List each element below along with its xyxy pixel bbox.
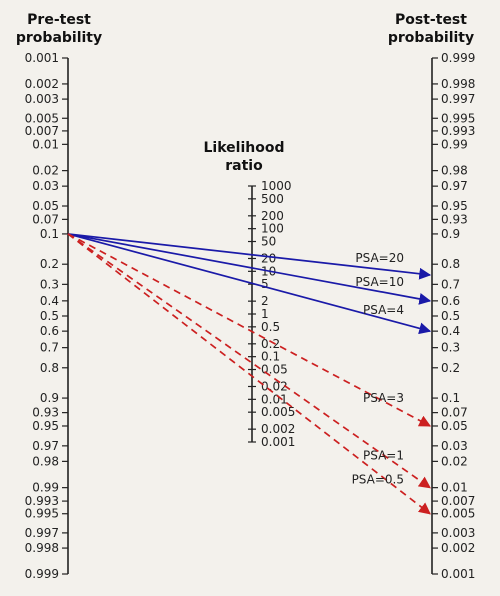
pretest-tick-label: 0.98: [32, 454, 59, 468]
pretest-tick-label: 0.993: [25, 494, 59, 508]
posttest-tick-label: 0.995: [441, 111, 475, 125]
lr-tick-label: 2: [261, 294, 269, 308]
posttest-tick-label: 0.05: [441, 419, 468, 433]
pretest-tick-label: 0.5: [40, 309, 59, 323]
pretest-tick-label: 0.995: [25, 507, 59, 521]
posttest-tick-label: 0.997: [441, 92, 475, 106]
psa-line-label: PSA=1: [363, 448, 404, 462]
lr-tick-label: 0.2: [261, 337, 280, 351]
pretest-tick-label: 0.4: [40, 294, 59, 308]
posttest-tick-label: 0.98: [441, 164, 468, 178]
pretest-tick-label: 0.3: [40, 277, 59, 291]
lr-tick-label: 5: [261, 277, 269, 291]
lr-tick-label: 500: [261, 192, 284, 206]
psa-line: [67, 233, 432, 427]
psa-line: [67, 233, 431, 489]
lr-tick-label: 200: [261, 209, 284, 223]
posttest-tick-label: 0.8: [441, 257, 460, 271]
pretest-tick-label: 0.001: [25, 51, 59, 65]
posttest-tick-label: 0.3: [441, 341, 460, 355]
posttest-tick-label: 0.993: [441, 124, 475, 138]
pretest-tick-label: 0.03: [32, 179, 59, 193]
pretest-tick-label: 0.02: [32, 164, 59, 178]
posttest-tick-label: 0.97: [441, 179, 468, 193]
psa-line: [67, 233, 432, 280]
pretest-tick-label: 0.99: [32, 481, 59, 495]
lr-tick-label: 0.001: [261, 435, 295, 449]
lr-tick-label: 1000: [261, 179, 292, 193]
lr-tick-label: 0.002: [261, 422, 295, 436]
pretest-tick-label: 0.8: [40, 361, 59, 375]
posttest-tick-label: 0.03: [441, 439, 468, 453]
pretest-tick-label: 0.1: [40, 227, 59, 241]
posttest-title-line1: Post-test: [395, 12, 467, 28]
posttest-tick-label: 0.95: [441, 199, 468, 213]
posttest-tick-label: 0.002: [441, 541, 475, 555]
lr-tick-label: 0.005: [261, 405, 295, 419]
pretest-tick-label: 0.95: [32, 419, 59, 433]
lr-tick-label: 100: [261, 222, 284, 236]
posttest-tick-label: 0.93: [441, 212, 468, 226]
posttest-tick-label: 0.2: [441, 361, 460, 375]
posttest-tick-label: 0.999: [441, 51, 475, 65]
posttest-tick-label: 0.005: [441, 507, 475, 521]
pretest-tick-label: 0.997: [25, 526, 59, 540]
nomogram-axes: 0.0010.0020.0030.0050.0070.010.020.030.0…: [25, 51, 476, 581]
pretest-tick-label: 0.9: [40, 391, 59, 405]
pretest-tick-label: 0.7: [40, 341, 59, 355]
pretest-tick-label: 0.005: [25, 111, 59, 125]
posttest-tick-label: 0.7: [441, 277, 460, 291]
pretest-tick-label: 0.007: [25, 124, 59, 138]
lr-tick-label: 1: [261, 307, 269, 321]
lr-title-line2: ratio: [225, 158, 263, 174]
posttest-tick-label: 0.007: [441, 494, 475, 508]
pretest-tick-label: 0.97: [32, 439, 59, 453]
psa-lines: PSA=20 PSA=10 PSA=4 PSA=3 PSA=1 PSA=0.5: [67, 233, 432, 515]
psa-line: [67, 233, 432, 305]
pretest-tick-label: 0.999: [25, 567, 59, 581]
posttest-tick-label: 0.001: [441, 567, 475, 581]
posttest-tick-label: 0.998: [441, 77, 475, 91]
posttest-tick-label: 0.99: [441, 137, 468, 151]
posttest-tick-label: 0.4: [441, 324, 460, 338]
pretest-tick-label: 0.998: [25, 541, 59, 555]
posttest-tick-label: 0.6: [441, 294, 460, 308]
lr-tick-label: 50: [261, 235, 276, 249]
pretest-tick-label: 0.93: [32, 406, 59, 420]
lr-tick-label: 0.1: [261, 350, 280, 364]
lr-tick-label: 0.5: [261, 320, 280, 334]
posttest-tick-label: 0.1: [441, 391, 460, 405]
pretest-title-line2: probability: [16, 30, 102, 46]
psa-line-label: PSA=20: [355, 251, 404, 265]
pretest-tick-label: 0.01: [32, 137, 59, 151]
psa-line-label: PSA=10: [355, 275, 404, 289]
pretest-tick-label: 0.002: [25, 77, 59, 91]
lr-tick-label: 20: [261, 251, 276, 265]
posttest-title-line2: probability: [388, 30, 474, 46]
lr-title-line1: Likelihood: [204, 140, 285, 156]
psa-line-label: PSA=0.5: [352, 473, 404, 487]
pretest-tick-label: 0.003: [25, 92, 59, 106]
pretest-tick-label: 0.05: [32, 199, 59, 213]
pretest-tick-label: 0.6: [40, 324, 59, 338]
posttest-tick-label: 0.5: [441, 309, 460, 323]
psa-line-label: PSA=4: [363, 303, 404, 317]
psa-line-label: PSA=3: [363, 391, 404, 405]
pretest-title-line1: Pre-test: [27, 12, 91, 28]
psa-line: [67, 233, 432, 335]
posttest-tick-label: 0.9: [441, 227, 460, 241]
pretest-tick-label: 0.07: [32, 212, 59, 226]
lr-tick-label: 0.02: [261, 379, 288, 393]
lr-tick-label: 0.01: [261, 392, 288, 406]
posttest-tick-label: 0.07: [441, 406, 468, 420]
lr-tick-label: 0.05: [261, 363, 288, 377]
posttest-tick-label: 0.02: [441, 454, 468, 468]
posttest-tick-label: 0.003: [441, 526, 475, 540]
psa-line: [67, 233, 431, 515]
pretest-tick-label: 0.2: [40, 257, 59, 271]
posttest-tick-label: 0.01: [441, 481, 468, 495]
